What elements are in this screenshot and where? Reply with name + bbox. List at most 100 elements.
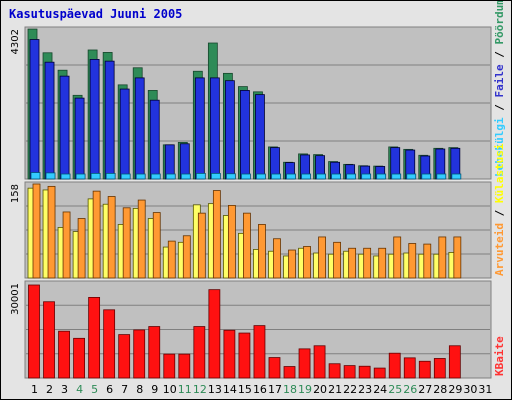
bar-KBaite-day-24 <box>373 367 386 379</box>
bar-Arvuteid-day-26 <box>408 243 417 279</box>
bar-Faile-day-8 <box>134 77 145 180</box>
x-tick-day-18: 18 <box>283 383 297 396</box>
legend-Pöördumisi: Pöördumisi <box>493 1 506 45</box>
bar-Lehekülgi-day-20 <box>316 173 326 180</box>
bar-Faile-day-14 <box>224 80 235 180</box>
bar-Lehekülgi-day-5 <box>90 173 101 180</box>
x-tick-day-25: 25 <box>388 383 402 396</box>
bar-Lehekülgi-day-25 <box>391 173 402 180</box>
legend-Arvuteid: Arvuteid <box>493 223 506 276</box>
x-tick-day-1: 1 <box>31 383 38 396</box>
legend-Lehekülgi: Lehekülgi <box>493 117 506 177</box>
x-tick-day-5: 5 <box>91 383 98 396</box>
x-tick-day-20: 20 <box>313 383 327 396</box>
bar-KBaite-day-25 <box>388 352 401 379</box>
bar-Faile-day-5 <box>89 59 100 180</box>
bar-KBaite-day-13 <box>208 289 221 379</box>
x-tick-day-8: 8 <box>136 383 143 396</box>
bar-KBaite-day-20 <box>313 345 326 379</box>
bar-Arvuteid-day-27 <box>423 243 432 279</box>
bar-Arvuteid-day-16 <box>258 224 266 279</box>
bar-Faile-day-15 <box>240 90 250 180</box>
bar-Lehekülgi-day-6 <box>105 173 116 180</box>
bar-Arvuteid-day-8 <box>137 199 146 279</box>
bar-Lehekülgi-day-10 <box>165 173 176 180</box>
bar-Arvuteid-day-22 <box>348 247 357 279</box>
bar-Arvuteid-day-13 <box>212 190 221 279</box>
bar-Lehekülgi-day-22 <box>346 173 357 180</box>
bar-KBaite-day-21 <box>328 363 341 379</box>
bar-KBaite-day-5 <box>88 297 101 379</box>
bar-KBaite-day-8 <box>133 329 146 379</box>
bar-Lehekülgi-day-2 <box>45 172 56 180</box>
bar-Faile-day-3 <box>59 75 70 180</box>
x-tick-day-31: 31 <box>478 383 492 396</box>
legend-bottom: KBaite <box>493 336 506 376</box>
bar-Arvuteid-day-19 <box>303 246 311 279</box>
bar-Arvuteid-day-20 <box>318 236 326 279</box>
bar-Arvuteid-day-14 <box>227 205 236 279</box>
bar-KBaite-day-27 <box>418 360 431 379</box>
x-tick-day-30: 30 <box>463 383 477 396</box>
bar-KBaite-day-18 <box>283 366 296 379</box>
bar-Lehekülgi-day-12 <box>195 173 206 180</box>
bar-Arvuteid-day-28 <box>438 236 447 279</box>
x-tick-day-19: 19 <box>298 383 312 396</box>
bar-Faile-day-7 <box>119 88 130 180</box>
bar-KBaite-day-7 <box>118 334 131 379</box>
bar-Lehekülgi-day-18 <box>286 173 296 180</box>
bar-Arvuteid-day-25 <box>393 236 402 279</box>
bar-KBaite-day-15 <box>238 332 251 379</box>
bar-Lehekülgi-day-11 <box>180 173 191 180</box>
bar-Arvuteid-day-24 <box>378 247 387 279</box>
x-tick-day-16: 16 <box>253 383 267 396</box>
bar-Lehekülgi-day-24 <box>376 173 387 180</box>
bar-KBaite-day-10 <box>163 353 176 379</box>
legend-separator-middle-0: / <box>493 203 506 223</box>
bar-Lehekülgi-day-14 <box>225 173 236 180</box>
x-tick-day-17: 17 <box>268 383 282 396</box>
bar-Lehekülgi-day-9 <box>150 173 161 180</box>
bar-Arvuteid-day-15 <box>243 212 251 279</box>
legend-middle: Arvuteid / Külastusi <box>493 143 506 276</box>
x-tick-day-15: 15 <box>238 383 252 396</box>
legend-separator-top-1: / <box>493 98 506 118</box>
x-tick-day-9: 9 <box>151 383 158 396</box>
x-tick-day-28: 28 <box>433 383 447 396</box>
bar-Arvuteid-day-12 <box>197 212 206 279</box>
bar-Arvuteid-day-21 <box>333 241 342 279</box>
bar-KBaite-day-17 <box>268 357 281 379</box>
x-tick-day-3: 3 <box>61 383 68 396</box>
y-max-label-middle: 158 <box>10 184 21 203</box>
bar-KBaite-day-1 <box>28 284 40 379</box>
bar-Arvuteid-day-1 <box>32 183 41 279</box>
legend-KBaite: KBaite <box>493 336 506 376</box>
chart-title: Kasutuspäevad Juuni 2005 <box>9 7 183 21</box>
legend-Külastusi: Külastusi <box>493 143 506 203</box>
bar-Arvuteid-day-11 <box>182 235 191 279</box>
bar-Arvuteid-day-18 <box>288 249 296 279</box>
bar-KBaite-day-3 <box>58 330 70 379</box>
bar-Lehekülgi-day-27 <box>421 173 432 180</box>
x-tick-day-6: 6 <box>106 383 113 396</box>
x-tick-day-22: 22 <box>343 383 357 396</box>
bar-Lehekülgi-day-16 <box>256 173 266 180</box>
bar-Lehekülgi-day-7 <box>120 173 131 180</box>
y-max-label-top: 4302 <box>10 29 21 54</box>
bar-Faile-day-13 <box>209 77 220 180</box>
x-tick-day-21: 21 <box>328 383 342 396</box>
legend-Faile: Faile <box>493 64 506 97</box>
bar-Arvuteid-day-17 <box>273 238 281 279</box>
x-tick-day-24: 24 <box>373 383 387 396</box>
bar-KBaite-day-4 <box>73 337 85 379</box>
x-tick-day-11: 11 <box>178 383 192 396</box>
bar-KBaite-day-26 <box>403 357 416 379</box>
bar-Lehekülgi-day-8 <box>135 173 146 180</box>
y-max-label-bottom: 30001 <box>10 283 21 315</box>
bar-KBaite-day-12 <box>193 326 206 379</box>
x-tick-day-27: 27 <box>418 383 432 396</box>
bar-KBaite-day-22 <box>343 365 356 379</box>
bar-Lehekülgi-day-17 <box>271 173 281 180</box>
bar-KBaite-day-6 <box>103 309 116 379</box>
